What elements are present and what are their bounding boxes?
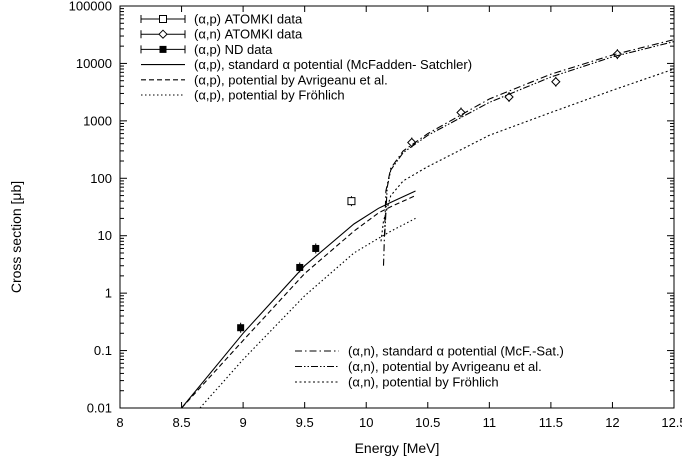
series-line-4 <box>181 195 416 408</box>
y-tick-label: 0.1 <box>94 343 112 358</box>
legend-bottom-entry-label: (α,n), potential by Fröhlich <box>348 375 499 390</box>
x-tick-label: 9.5 <box>296 415 314 430</box>
legend-bottom-entry-label: (α,n), potential by Avrigeanu et al. <box>348 359 542 374</box>
data-point-2 <box>237 324 245 332</box>
x-tick-label: 10 <box>359 415 373 430</box>
data-point-0 <box>347 197 356 206</box>
x-tick-label: 9 <box>239 415 246 430</box>
x-tick-label: 11 <box>483 415 497 430</box>
legend-top-entry-label: (α,p), potential by Avrigeanu et al. <box>194 72 388 87</box>
series-line-7 <box>384 41 674 236</box>
data-point-1 <box>456 107 466 118</box>
x-tick-label: 10.5 <box>415 415 440 430</box>
legend-top-sample-marker <box>159 15 167 23</box>
legend-top-entry-label: (α,p), standard α potential (McFadden- S… <box>194 57 472 72</box>
y-tick-label: 100 <box>90 171 112 186</box>
plot-frame <box>119 5 675 409</box>
x-tick-label: 8.5 <box>173 415 191 430</box>
x-tick-label: 12 <box>605 415 619 430</box>
x-tick-label: 8 <box>116 415 123 430</box>
y-tick-label: 1 <box>105 286 112 301</box>
series-line-8 <box>380 68 674 242</box>
legend-bottom-entry-label: (α,n), standard α potential (McF.-Sat.) <box>348 344 564 359</box>
series-line-6 <box>382 39 674 266</box>
legend-top-entry-label: (α,p), potential by Fröhlich <box>194 88 345 103</box>
legend-top-sample-marker <box>158 29 168 39</box>
y-tick-label: 10000 <box>76 56 112 71</box>
legend-top-sample-marker <box>159 45 167 53</box>
y-tick-label: 1000 <box>83 113 112 128</box>
legend-top-entry-label: (α,p) ND data <box>194 42 273 57</box>
x-tick-label: 12.5 <box>661 415 682 430</box>
series-line-3 <box>181 190 416 408</box>
data-point-2 <box>312 244 320 252</box>
x-axis-label: Energy [MeV] <box>355 440 440 456</box>
legend-top-entry-label: (α,n) ATOMKI data <box>194 27 303 42</box>
series-line-5 <box>199 217 416 408</box>
y-axis-label: Cross section [μb] <box>8 181 24 293</box>
y-tick-label: 10 <box>98 228 112 243</box>
data-point-1 <box>551 77 561 87</box>
y-tick-label: 0.01 <box>87 401 112 416</box>
y-tick-label: 100000 <box>69 0 112 14</box>
legend-top-entry-label: (α,p) ATOMKI data <box>194 12 303 27</box>
x-tick-label: 11.5 <box>539 415 563 430</box>
